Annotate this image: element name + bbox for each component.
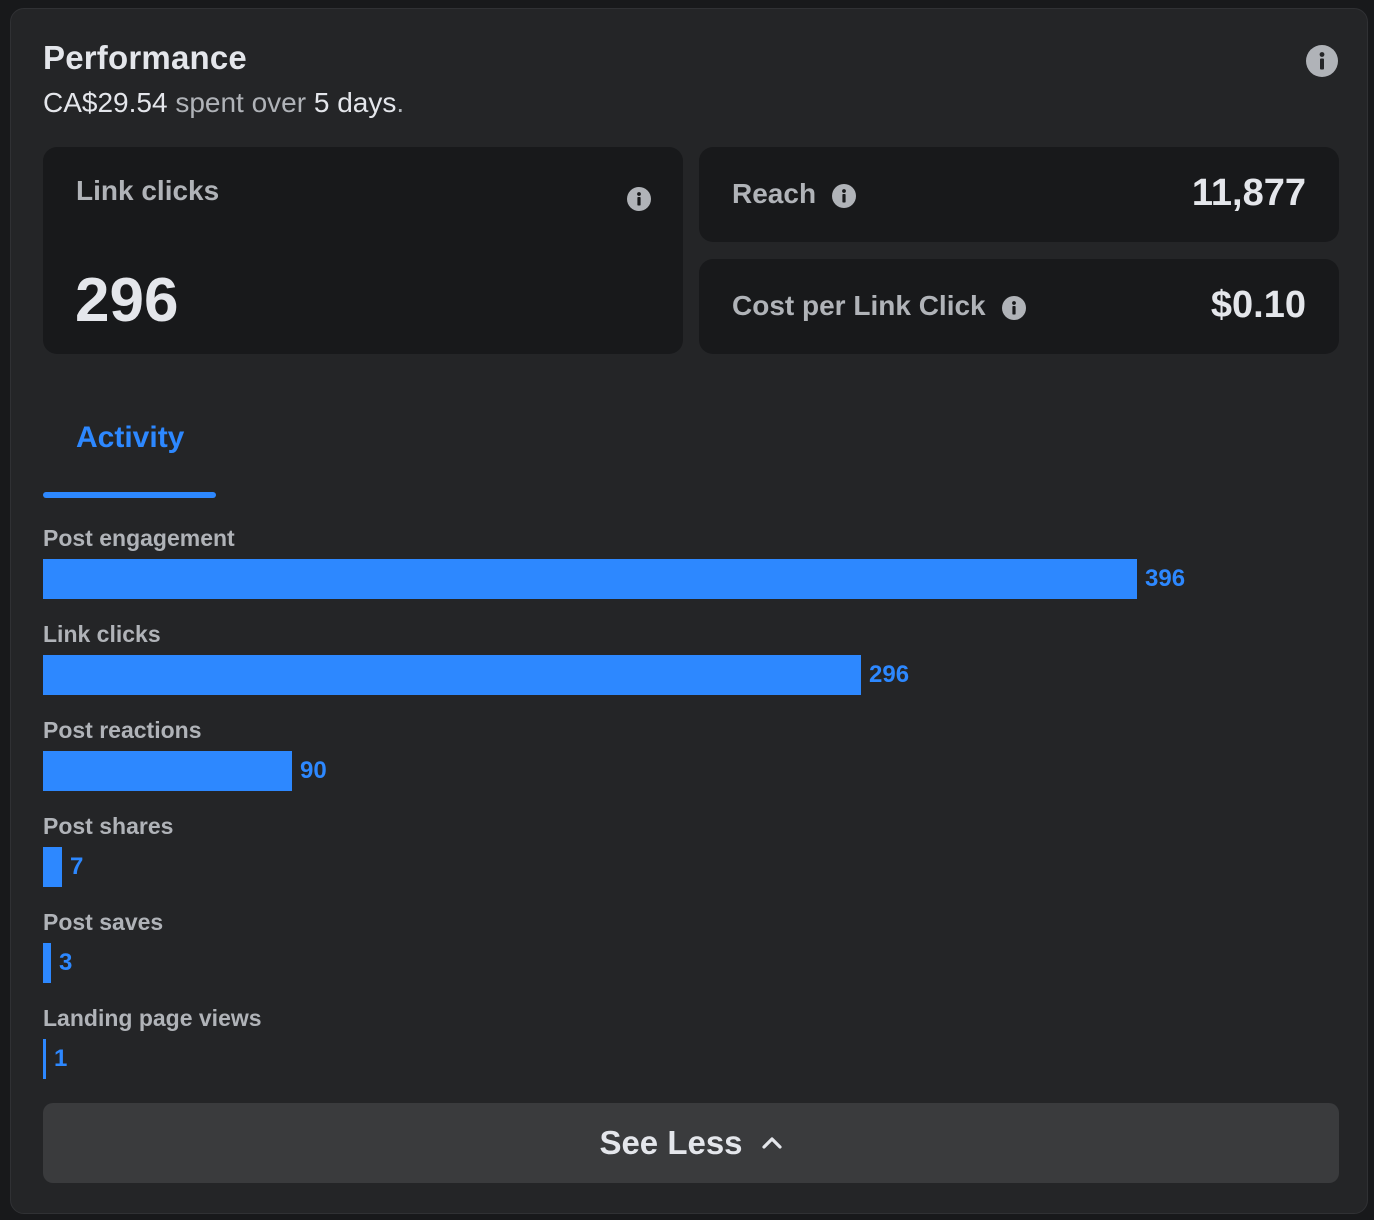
cost-per-link-click-tile: Cost per Link Click $0.10 xyxy=(699,259,1339,354)
tab-activity[interactable]: Activity xyxy=(43,409,216,499)
spend-text: spent over xyxy=(167,87,314,118)
cpc-label: Cost per Link Click xyxy=(732,290,986,321)
bar-track: 7 xyxy=(43,847,1339,887)
bar-value-label: 3 xyxy=(59,949,73,976)
bar xyxy=(43,751,292,791)
link-clicks-tile: Link clicks 296 xyxy=(43,147,683,354)
bar-value-label: 396 xyxy=(1145,565,1186,592)
tab-active-indicator xyxy=(43,492,216,498)
cpc-value: $0.10 xyxy=(1210,284,1306,326)
bar xyxy=(43,847,62,887)
activity-bar-chart: Post engagement 396 Link clicks 296 Post rea… xyxy=(43,521,1339,1097)
bar-row: Landing page views 1 xyxy=(43,1001,1339,1097)
chevron-up-icon xyxy=(761,1137,782,1149)
bar-track: 1 xyxy=(43,1039,1339,1079)
bar-row: Post saves 3 xyxy=(43,905,1339,1001)
info-icon[interactable] xyxy=(832,184,857,208)
reach-tile: Reach 11,877 xyxy=(699,147,1339,242)
see-less-button[interactable]: See Less xyxy=(43,1103,1339,1183)
reach-label-group: Reach xyxy=(732,178,857,210)
spend-amount: CA$29.54 xyxy=(43,87,168,118)
reach-value: 11,877 xyxy=(1191,172,1306,214)
card-title: Performance xyxy=(43,39,247,76)
bar-value-label: 296 xyxy=(869,661,910,688)
cpc-label-group: Cost per Link Click xyxy=(732,290,1026,322)
bar-track: 90 xyxy=(43,751,1339,791)
bar-value-label: 1 xyxy=(54,1045,68,1072)
spend-days: 5 days xyxy=(313,87,397,118)
bar-row: Post reactions 90 xyxy=(43,713,1339,809)
bar-track: 396 xyxy=(43,559,1339,599)
bar xyxy=(43,943,51,983)
bar-label: Post saves xyxy=(43,909,164,935)
bar-value-label: 90 xyxy=(300,757,327,784)
info-icon[interactable] xyxy=(1306,45,1338,77)
performance-card: Performance CA$29.54 spent over 5 days. … xyxy=(10,8,1368,1214)
link-clicks-label: Link clicks xyxy=(76,175,220,206)
tab-activity-label: Activity xyxy=(76,421,185,454)
bar-label: Post engagement xyxy=(43,525,235,551)
spend-period: . xyxy=(396,87,405,118)
see-less-label: See Less xyxy=(599,1124,743,1161)
bar xyxy=(43,1039,46,1079)
bar-track: 296 xyxy=(43,655,1339,695)
bar-label: Post shares xyxy=(43,813,174,839)
info-icon[interactable] xyxy=(627,187,651,211)
bar xyxy=(43,559,1137,599)
spend-summary: CA$29.54 spent over 5 days. xyxy=(43,87,404,119)
bar-row: Post shares 7 xyxy=(43,809,1339,905)
info-icon[interactable] xyxy=(1001,296,1026,320)
bar-row: Post engagement 396 xyxy=(43,521,1339,617)
bar-label: Landing page views xyxy=(43,1005,262,1031)
link-clicks-value: 296 xyxy=(75,266,179,335)
bar-label: Post reactions xyxy=(43,717,202,743)
reach-label: Reach xyxy=(732,178,817,209)
bar-label: Link clicks xyxy=(43,621,161,647)
bar-value-label: 7 xyxy=(70,853,84,880)
bar-track: 3 xyxy=(43,943,1339,983)
bar-row: Link clicks 296 xyxy=(43,617,1339,713)
bar xyxy=(43,655,861,695)
